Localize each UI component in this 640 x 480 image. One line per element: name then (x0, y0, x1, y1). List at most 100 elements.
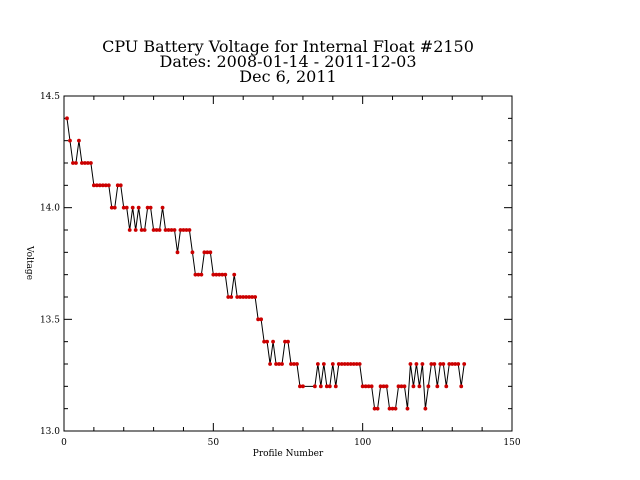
data-point (289, 362, 293, 366)
data-point (351, 362, 356, 366)
data-point (205, 250, 210, 255)
data-point (172, 228, 177, 232)
data-point (330, 362, 335, 366)
x-tick-label: 100 (354, 438, 371, 448)
data-point (375, 406, 380, 411)
data-point (127, 228, 132, 232)
x-tick-label: 50 (208, 438, 220, 448)
data-point (145, 205, 150, 210)
data-point (366, 384, 371, 389)
data-point (259, 317, 264, 322)
data-point (318, 384, 323, 389)
data-point (265, 339, 269, 344)
data-point (142, 228, 147, 232)
y-tick-label: 13.5 (40, 315, 60, 325)
data-point (77, 138, 81, 143)
data-point (157, 228, 162, 232)
data-point (91, 183, 96, 188)
data-point (130, 205, 135, 210)
data-point (262, 339, 267, 344)
data-point (438, 362, 443, 366)
data-point (336, 362, 341, 366)
data-point (435, 384, 440, 389)
data-point (226, 295, 231, 299)
data-point (139, 228, 144, 232)
data-point (271, 339, 275, 344)
data-point (321, 362, 326, 366)
data-point (348, 362, 353, 366)
data-point (235, 295, 240, 299)
data-point (244, 295, 249, 299)
data-point (393, 406, 398, 411)
data-point (175, 250, 180, 255)
y-axis-label: Voltage (24, 245, 34, 280)
data-point (414, 362, 419, 366)
data-point (363, 384, 368, 389)
data-point (429, 362, 434, 366)
data-point (295, 362, 299, 366)
data-point (112, 205, 117, 210)
data-point (238, 295, 243, 299)
data-point (453, 362, 458, 366)
data-point (103, 183, 108, 188)
data-point (154, 228, 159, 232)
data-point (333, 384, 338, 389)
data-line (66, 118, 465, 410)
data-point (106, 183, 111, 188)
data-point (405, 406, 410, 411)
data-point (256, 317, 261, 322)
data-point (420, 362, 425, 366)
data-point (292, 362, 296, 366)
data-point (199, 272, 204, 277)
data-point (432, 362, 437, 366)
data-point (124, 205, 129, 210)
data-point (65, 116, 69, 121)
data-point (402, 384, 407, 389)
data-point (74, 161, 78, 165)
data-point (250, 295, 255, 299)
chart-dates: Dates: 2008-01-14 - 2011-12-03 (159, 52, 416, 71)
data-point (283, 339, 287, 344)
data-point (315, 362, 320, 366)
data-point (217, 272, 222, 277)
data-point (450, 362, 455, 366)
data-point (220, 272, 225, 277)
data-point (274, 362, 278, 366)
data-point (184, 228, 189, 232)
chart-date: Dec 6, 2011 (239, 67, 336, 86)
data-point (286, 339, 290, 344)
data-point (426, 384, 431, 389)
data-point (298, 384, 302, 389)
data-point (83, 161, 87, 165)
data-point (169, 228, 174, 232)
data-point (417, 384, 422, 389)
data-point (345, 362, 350, 366)
data-point (71, 161, 75, 165)
data-point (178, 228, 183, 232)
data-point (166, 228, 171, 232)
data-point (208, 250, 213, 255)
x-axis-label: Profile Number (253, 449, 324, 459)
data-point (85, 161, 90, 165)
data-point (423, 406, 428, 411)
data-point (241, 295, 246, 299)
plot-frame (63, 95, 513, 432)
data-point (354, 362, 359, 366)
data-point (441, 362, 446, 366)
data-point (94, 183, 99, 188)
data-point (247, 295, 252, 299)
data-point (68, 138, 72, 143)
data-point (360, 384, 365, 389)
data-point (97, 183, 102, 188)
data-point (211, 272, 216, 277)
data-point (118, 183, 123, 188)
data-point (456, 362, 461, 366)
data-point (148, 205, 153, 210)
data-point (253, 295, 258, 299)
data-point (202, 250, 207, 255)
data-point (196, 272, 201, 277)
data-point (327, 384, 332, 389)
data-point (387, 406, 392, 411)
data-point (268, 362, 272, 366)
